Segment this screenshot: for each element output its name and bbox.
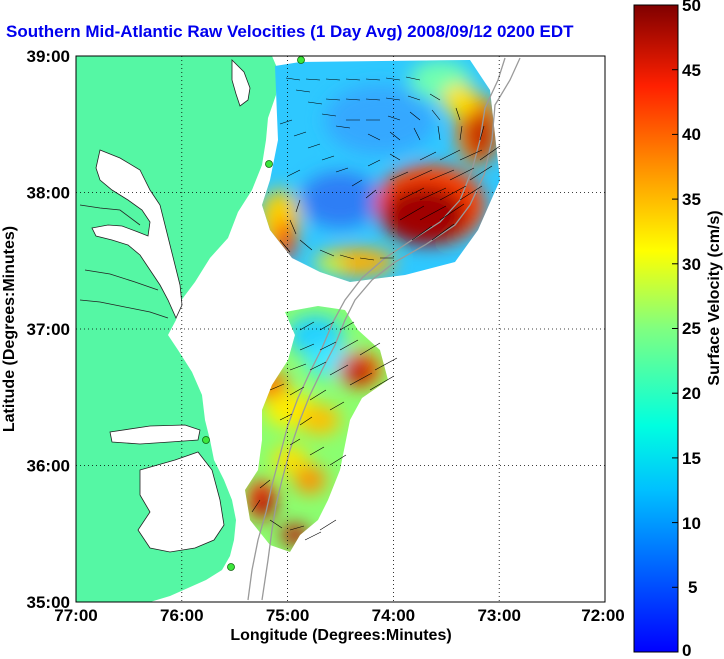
map-title: Southern Mid-Atlantic Raw Velocities (1 … bbox=[6, 22, 574, 41]
delaware-bay bbox=[231, 59, 251, 107]
river-york bbox=[84, 269, 159, 291]
station-marker bbox=[202, 436, 210, 444]
colorbar-tick-label: 5 bbox=[688, 578, 697, 597]
station-marker bbox=[297, 56, 305, 64]
colorbar-tick-label: 30 bbox=[682, 255, 701, 274]
colorbar-ticks bbox=[672, 4, 678, 588]
river-potomac bbox=[79, 204, 141, 226]
station-marker bbox=[227, 563, 235, 571]
y-tick-labels: 39:00 38:00 37:00 36:00 35:00 bbox=[27, 47, 70, 612]
station-markers bbox=[202, 56, 305, 571]
colorbar-tick-labels: 50 45 40 35 30 25 20 15 10 5 0 bbox=[682, 0, 701, 659]
albemarle-sound bbox=[109, 424, 201, 445]
colorbar-tick-label: 10 bbox=[682, 514, 701, 533]
colorbar-tick-label: 25 bbox=[682, 319, 701, 338]
colorbar bbox=[633, 4, 679, 653]
colorbar-label: Surface Velocity (cm/s) bbox=[706, 210, 723, 385]
colorbar-tick-label: 45 bbox=[682, 61, 701, 80]
x-tick-label: 75:00 bbox=[266, 606, 309, 625]
x-tick-labels: 77:00 76:00 75:00 74:00 73:00 72:00 bbox=[54, 606, 624, 625]
pamlico-sound bbox=[137, 451, 225, 553]
x-tick-label: 76:00 bbox=[160, 606, 203, 625]
river-james bbox=[79, 299, 169, 319]
map-grid bbox=[76, 56, 605, 602]
bathymetry-contour bbox=[247, 57, 506, 601]
colorbar-tick-label: 50 bbox=[682, 0, 701, 15]
chesapeake-bay bbox=[91, 149, 183, 319]
y-tick-label: 37:00 bbox=[27, 320, 70, 339]
y-tick-label: 39:00 bbox=[27, 47, 70, 66]
x-tick-label: 74:00 bbox=[372, 606, 415, 625]
x-tick-label: 77:00 bbox=[54, 606, 97, 625]
x-tick-label: 72:00 bbox=[581, 606, 624, 625]
station-marker bbox=[265, 160, 273, 168]
y-tick-label: 36:00 bbox=[27, 457, 70, 476]
plot-frame bbox=[75, 55, 606, 603]
y-tick-label: 38:00 bbox=[27, 184, 70, 203]
colorbar-tick-label: 35 bbox=[682, 190, 701, 209]
colorbar-tick-label: 15 bbox=[682, 449, 701, 468]
current-vectors-south bbox=[251, 321, 398, 541]
x-tick-label: 73:00 bbox=[477, 606, 520, 625]
colorbar-tick-label: 40 bbox=[682, 125, 701, 144]
x-axis-label: Longitude (Degrees:Minutes) bbox=[230, 627, 451, 644]
colorbar-tick-label: 20 bbox=[682, 384, 701, 403]
y-tick-label: 35:00 bbox=[27, 593, 70, 612]
bathymetry-contour bbox=[261, 57, 521, 601]
colorbar-tick-label: 0 bbox=[682, 641, 691, 659]
y-axis-label: Latitude (Degrees:Minutes) bbox=[1, 226, 18, 432]
current-vectors-north bbox=[279, 76, 501, 261]
